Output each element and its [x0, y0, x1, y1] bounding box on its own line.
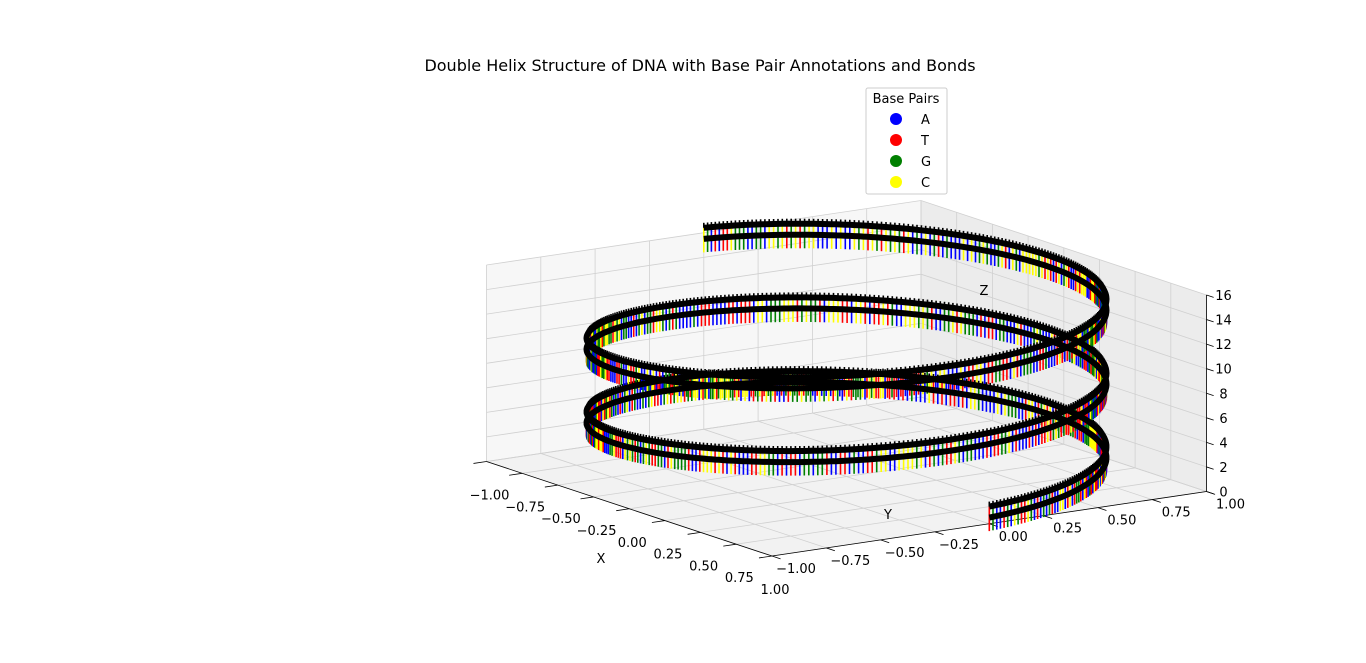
x-tick [580, 496, 594, 500]
x-tick [687, 531, 701, 535]
y-tick-label: −0.50 [885, 546, 925, 561]
x-tick [616, 508, 630, 512]
grid-line-z [486, 298, 1207, 394]
x-tick-label: −0.75 [505, 500, 545, 515]
y-tick [826, 547, 836, 552]
y-tick-label: −0.75 [830, 554, 870, 569]
z-tick-label: 16 [1215, 289, 1232, 304]
y-tick-label: 0.75 [1162, 506, 1191, 521]
z-tick-label: 4 [1219, 436, 1227, 451]
y-tick-label: 0.50 [1107, 514, 1136, 529]
x-tick-label: 0.50 [689, 559, 718, 574]
z-tick-label: 0 [1219, 486, 1227, 501]
grid-line-z [486, 224, 1207, 320]
axes-ticks: −1.00−0.75−0.50−0.250.000.250.500.751.00… [470, 289, 1245, 598]
x-tick [723, 543, 737, 547]
legend-marker-t [890, 134, 902, 146]
y-tick [1152, 499, 1161, 503]
strand-2-backbone [583, 231, 1110, 521]
y-tick [934, 531, 944, 536]
y-tick [1097, 507, 1107, 511]
z-tick [1206, 319, 1214, 323]
legend-label-t: T [920, 134, 929, 149]
y-tick [880, 539, 890, 544]
y-tick-label: 1.00 [1216, 498, 1245, 513]
y-tick-label: 0.00 [999, 530, 1028, 545]
z-tick [1206, 466, 1214, 470]
legend-frame [865, 87, 948, 195]
y-tick [1043, 515, 1053, 519]
z-tick [1206, 368, 1214, 372]
z-tick-label: 12 [1215, 338, 1232, 353]
z-tick [1206, 441, 1214, 446]
z-axis-label: Z [980, 284, 989, 299]
x-tick [473, 461, 487, 464]
z-tick [1206, 343, 1214, 347]
legend-label-a: A [921, 113, 930, 128]
z-tick-label: 8 [1219, 387, 1227, 402]
z-tick-label: 14 [1215, 314, 1232, 329]
x-axis-label: X [597, 552, 606, 567]
y-tick [771, 555, 781, 560]
x-tick-label: −0.25 [577, 524, 617, 539]
x-tick [651, 520, 665, 523]
z-tick [1206, 294, 1214, 298]
legend-marker-a [890, 113, 902, 125]
legend-label-c: C [921, 176, 930, 191]
x-tick-label: −0.50 [541, 512, 581, 527]
chart-title: Double Helix Structure of DNA with Base … [424, 56, 975, 75]
z-tick [1206, 491, 1214, 495]
legend-title: Base Pairs [873, 92, 940, 107]
z-tick [1206, 392, 1214, 396]
z-tick-label: 2 [1219, 461, 1227, 476]
z-tick-label: 6 [1219, 412, 1227, 427]
grid-line-z [486, 200, 1207, 296]
y-tick-label: −1.00 [776, 562, 816, 577]
grid-line-z [486, 347, 1207, 443]
legend: Base Pairs A T G C [865, 87, 948, 195]
x-tick [758, 555, 773, 559]
y-tick-label: −0.25 [939, 538, 979, 553]
x-tick [509, 472, 523, 476]
x-tick-label: 1.00 [761, 583, 790, 598]
x-tick-label: 0.75 [725, 571, 754, 586]
helix-marks [583, 218, 1110, 532]
legend-label-g: G [921, 155, 931, 170]
y-tick-label: 0.25 [1053, 522, 1082, 537]
z-tick [1206, 417, 1214, 421]
y-axis-label: Y [883, 508, 892, 523]
legend-marker-c [890, 176, 902, 188]
z-tick-label: 10 [1215, 363, 1232, 378]
x-tick-label: 0.25 [653, 548, 682, 563]
x-tick-label: 0.00 [618, 536, 647, 551]
legend-marker-g [890, 155, 902, 167]
strand-1-backbone [583, 220, 1110, 510]
x-tick [544, 484, 558, 488]
x-tick-label: −1.00 [470, 489, 510, 504]
